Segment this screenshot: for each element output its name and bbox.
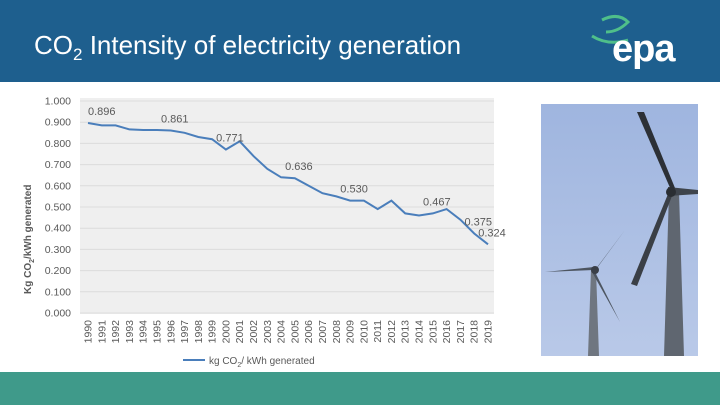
y-tick-label: 0.300 (45, 244, 71, 256)
x-tick-label: 2006 (303, 320, 315, 344)
x-tick-label: 2009 (345, 320, 357, 344)
x-tick-label: 2019 (483, 320, 495, 344)
co2-intensity-chart: 0.000 0.100 0.200 0.300 0.400 0.500 0.600 0.700… (23, 96, 506, 370)
data-label: 0.896 (88, 106, 116, 118)
data-label: 0.530 (340, 184, 368, 196)
x-tick-label: 2014 (414, 320, 426, 344)
data-label: 0.636 (285, 161, 313, 173)
slide-title: CO2 Intensity of electricity generation (34, 30, 462, 64)
y-tick-label: 1.000 (45, 96, 71, 108)
data-label: 0.771 (216, 133, 244, 145)
epa-logo: epa (612, 28, 675, 70)
y-axis-ticks: 0.000 0.100 0.200 0.300 0.400 0.500 0.600 0.700… (45, 96, 71, 320)
x-tick-label: 2007 (317, 320, 329, 344)
data-label: 0.375 (464, 217, 492, 229)
footer-bar (0, 372, 720, 405)
x-tick-label: 1996 (165, 320, 177, 344)
y-tick-label: 0.600 (45, 180, 71, 192)
x-tick-label: 1999 (207, 320, 219, 344)
data-label: 0.467 (423, 196, 451, 208)
x-tick-label: 2011 (372, 320, 384, 343)
x-tick-label: 2002 (248, 320, 260, 344)
x-tick-label: 1990 (83, 320, 95, 344)
x-tick-label: 2018 (469, 320, 481, 344)
x-tick-label: 2001 (234, 320, 246, 344)
y-tick-label: 0.000 (45, 308, 71, 320)
x-axis-ticks: 1990 1991 1992 1993 1994 1995 1996 1997 1998 1999… (83, 320, 495, 344)
gridlines (80, 100, 494, 314)
y-tick-label: 0.500 (45, 202, 71, 214)
x-tick-label: 1998 (193, 320, 205, 344)
x-tick-label: 2005 (289, 320, 301, 344)
x-tick-label: 2015 (427, 320, 439, 344)
epa-swirl-icon (591, 15, 631, 44)
x-tick-label: 2010 (358, 320, 370, 344)
x-tick-label: 1997 (179, 320, 191, 344)
y-tick-label: 0.700 (45, 159, 71, 171)
x-tick-label: 2004 (276, 320, 288, 344)
legend-label: kg CO2/ kWh generated (209, 356, 315, 369)
data-label: 0.861 (161, 113, 189, 125)
y-tick-label: 0.400 (45, 223, 71, 235)
y-tick-label: 0.200 (45, 265, 71, 277)
x-tick-label: 2012 (386, 320, 398, 344)
x-tick-label: 2013 (400, 320, 412, 344)
data-label: 0.324 (478, 227, 506, 239)
y-tick-label: 0.800 (45, 138, 71, 150)
x-tick-label: 1993 (124, 320, 136, 344)
series-line (87, 122, 489, 246)
y-tick-label: 0.100 (45, 286, 71, 298)
x-tick-label: 1995 (151, 320, 163, 344)
x-tick-label: 1991 (96, 320, 108, 344)
x-tick-label: 1994 (138, 320, 150, 344)
y-tick-label: 0.900 (45, 117, 71, 129)
x-tick-label: 1992 (110, 320, 122, 344)
x-tick-label: 2017 (455, 320, 467, 344)
plot-background (80, 98, 494, 314)
x-tick-label: 2008 (331, 320, 343, 344)
x-tick-label: 2016 (441, 320, 453, 344)
x-tick-label: 2003 (262, 320, 274, 344)
y-axis-label: Kg CO2/kWh generated (23, 185, 36, 294)
wind-turbine-photo (541, 104, 698, 356)
x-tick-label: 2000 (220, 320, 232, 344)
